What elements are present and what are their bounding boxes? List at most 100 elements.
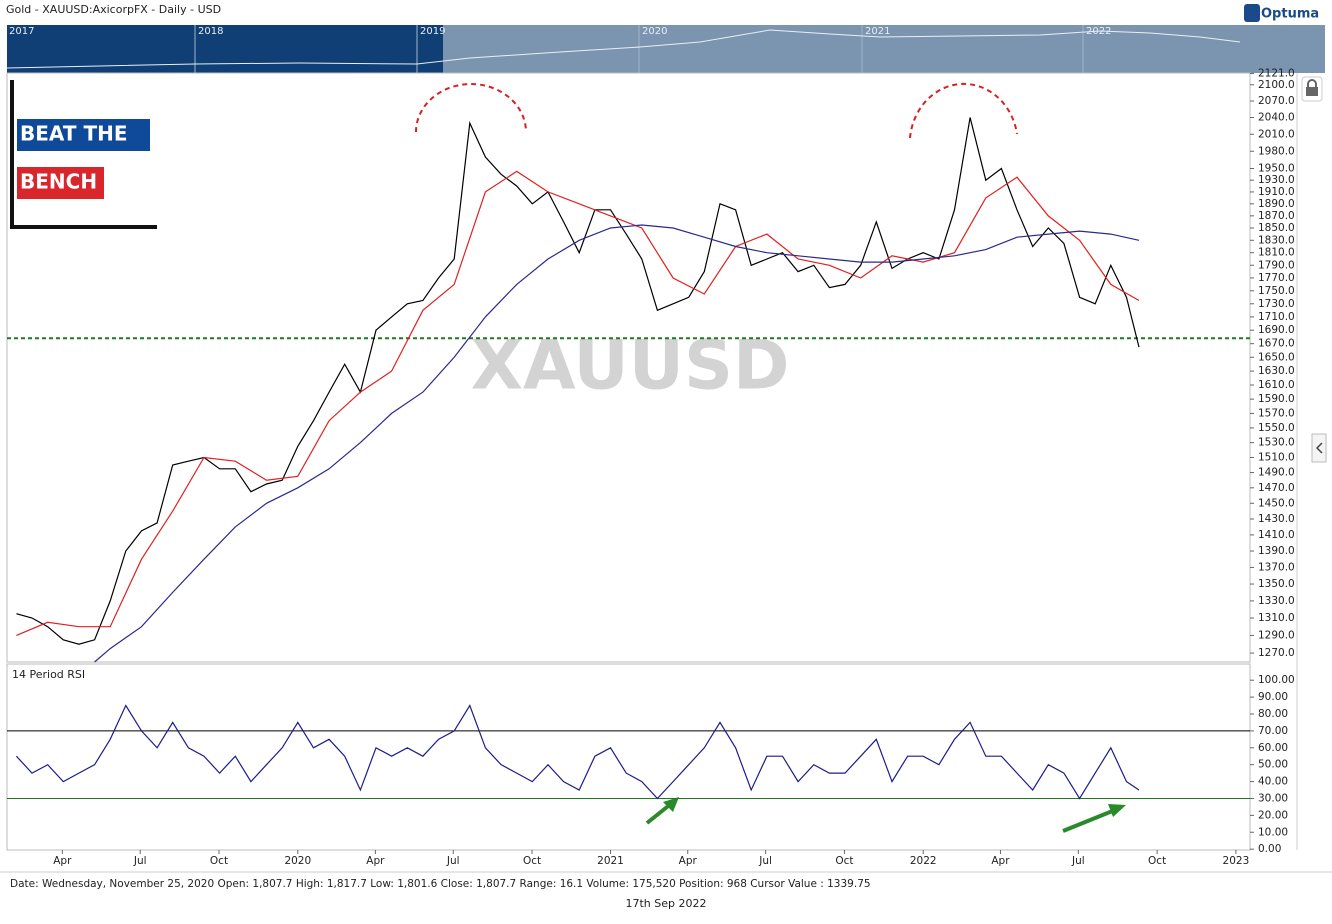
y-tick-label: 1390.0 [1258, 545, 1295, 557]
arrow-shaft [1062, 808, 1116, 833]
rsi-panel-frame [6, 663, 1251, 851]
x-tick-label: Apr [53, 855, 72, 867]
y-tick-label: 1890.0 [1258, 198, 1295, 210]
brand-icon [1244, 4, 1260, 22]
y-tick-label: 1870.0 [1258, 210, 1295, 222]
lock-shackle [1307, 79, 1317, 87]
y-tick-label: 1550.0 [1258, 422, 1295, 434]
y-tick-label: 1810.0 [1258, 247, 1295, 259]
y-tick-label: 1450.0 [1258, 497, 1295, 509]
y-tick-label: 1690.0 [1258, 324, 1295, 336]
y-tick-label: 30.00 [1258, 792, 1288, 804]
y-tick-label: 1470.0 [1258, 482, 1295, 494]
annotations [415, 82, 1126, 833]
price-panel-frame [6, 72, 1251, 663]
y-tick-label: 1910.0 [1258, 186, 1295, 198]
x-tick-label: Jul [758, 855, 772, 867]
x-tick-label: Oct [1148, 855, 1166, 867]
status-text: Date: Wednesday, November 25, 2020 Open:… [10, 878, 871, 890]
x-tick-label: 2023 [1223, 855, 1250, 867]
logo-line2: BENCH [20, 170, 97, 194]
y-tick-label: 100.00 [1258, 674, 1295, 686]
y-tick-label: 1490.0 [1258, 467, 1295, 479]
x-tick-label: Jul [1071, 855, 1085, 867]
lock-body [1306, 87, 1318, 96]
brand-logo: Optuma [1244, 4, 1319, 22]
y-tick-label: 1850.0 [1258, 222, 1295, 234]
x-tick-label: Jul [446, 855, 460, 867]
x-tick-label: Jul [133, 855, 147, 867]
y-tick-label: 1980.0 [1258, 145, 1295, 157]
y-tick-label: 1370.0 [1258, 561, 1295, 573]
beat-the-bench-logo: BEAT THE BENCH [10, 80, 157, 229]
logo-blue-box [17, 119, 150, 151]
x-tick-label: Oct [523, 855, 541, 867]
y-tick-label: 40.00 [1258, 776, 1288, 788]
navigator-sparkline [6, 29, 1241, 69]
logo-red-box [17, 167, 104, 199]
y-tick-label: 10.00 [1258, 826, 1288, 838]
y-tick-label: 1570.0 [1258, 407, 1295, 419]
y-tick-label: 1410.0 [1258, 529, 1295, 541]
y-tick-label: 2121.0 [1258, 68, 1295, 80]
y-tick-label: 1670.0 [1258, 338, 1295, 350]
rsi-title: 14 Period RSI [12, 668, 85, 681]
lock-button[interactable] [1301, 76, 1323, 102]
y-tick-label: 70.00 [1258, 725, 1288, 737]
x-tick-label: 2021 [597, 855, 624, 867]
series-line [16, 170, 1140, 636]
navigator-label: 2022 [1086, 26, 1111, 37]
navigator-label: 2020 [642, 26, 667, 37]
y-tick-label: 1730.0 [1258, 298, 1295, 310]
top-arc [909, 82, 1018, 139]
navigator-label: 2017 [9, 26, 34, 37]
x-tick-label: 2020 [284, 855, 311, 867]
navigator-window[interactable] [7, 25, 443, 73]
logo-frame [10, 80, 157, 229]
y-tick-label: 1510.0 [1258, 451, 1295, 463]
y-tick-label: 1950.0 [1258, 163, 1295, 175]
y-tick-label: 1650.0 [1258, 351, 1295, 363]
navigator-label: 2021 [865, 26, 890, 37]
y-tick-label: 1330.0 [1258, 595, 1295, 607]
y-tick-label: 1750.0 [1258, 285, 1295, 297]
x-tick-label: Apr [366, 855, 385, 867]
y-tick-label: 2010.0 [1258, 128, 1295, 140]
y-tick-label: 1350.0 [1258, 578, 1295, 590]
arrow-head [663, 797, 679, 812]
y-tick-label: 1930.0 [1258, 174, 1295, 186]
top-arc [415, 83, 527, 133]
y-tick-label: 90.00 [1258, 691, 1288, 703]
watermark: XAUUSD [471, 327, 790, 406]
y-tick-label: 2040.0 [1258, 112, 1295, 124]
y-tick-label: 1290.0 [1258, 629, 1295, 641]
expand-button[interactable] [1311, 433, 1327, 463]
x-tick-label: 2022 [910, 855, 937, 867]
y-tick-label: 1830.0 [1258, 234, 1295, 246]
y-tick-label: 80.00 [1258, 708, 1288, 720]
y-tick-label: 1630.0 [1258, 365, 1295, 377]
expand-frame[interactable] [1311, 433, 1327, 463]
series-line [15, 704, 1140, 800]
arrow-head [1108, 804, 1126, 817]
y-tick-label: 1530.0 [1258, 437, 1295, 449]
y-tick-label: 1590.0 [1258, 393, 1295, 405]
x-tick-label: Apr [991, 855, 1010, 867]
y-tick-label: 2070.0 [1258, 95, 1295, 107]
y-tick-label: 1270.0 [1258, 647, 1295, 659]
navigator[interactable]: 2017 2018 2019 2020 2021 2022 [6, 25, 1325, 73]
y-tick-label: 50.00 [1258, 759, 1288, 771]
navigator-label: 2018 [198, 26, 223, 37]
logo-line1: BEAT THE [20, 122, 127, 146]
y-tick-label: 1610.0 [1258, 379, 1295, 391]
y-tick-label: 1310.0 [1258, 612, 1295, 624]
x-tick-label: Oct [835, 855, 853, 867]
brand-name: Optuma [1261, 7, 1319, 22]
status-date: 17th Sep 2022 [625, 897, 706, 910]
y-tick-label: 1770.0 [1258, 272, 1295, 284]
expand-chevron [1315, 442, 1323, 454]
y-tick-label: 2100.0 [1258, 79, 1295, 91]
y-tick-label: 0.00 [1258, 843, 1281, 855]
